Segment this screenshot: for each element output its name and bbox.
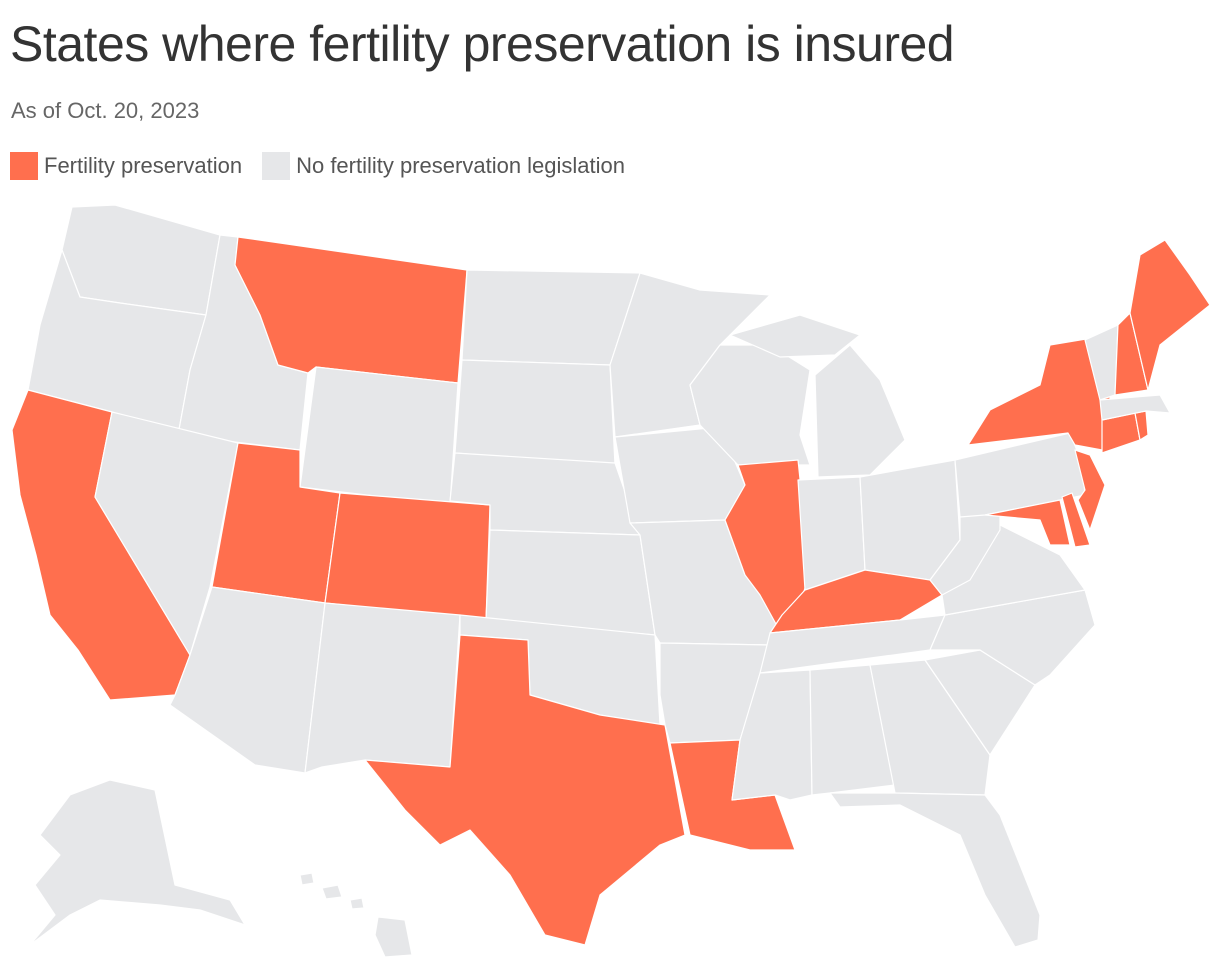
legend-swatch-fertility-preservation: [10, 152, 38, 180]
states-layer: [11, 204, 1211, 958]
legend-item-fertility-preservation: Fertility preservation: [10, 152, 242, 180]
state-WY[interactable]: [299, 366, 459, 506]
state-HI[interactable]: [299, 872, 413, 958]
state-SD[interactable]: [454, 359, 616, 466]
state-NJ[interactable]: [1074, 449, 1106, 531]
state-MD[interactable]: [984, 499, 1071, 546]
state-DE[interactable]: [1061, 492, 1091, 548]
state-MA[interactable]: [1099, 394, 1171, 421]
state-NM[interactable]: [304, 602, 461, 774]
legend-item-no-legislation: No fertility preservation legislation: [262, 152, 625, 180]
chart-subtitle: As of Oct. 20, 2023: [11, 98, 200, 123]
state-ME[interactable]: [1129, 239, 1211, 391]
state-NV[interactable]: [94, 411, 239, 656]
legend: Fertility preservation No fertility pres…: [10, 152, 645, 180]
state-AL[interactable]: [809, 664, 896, 796]
state-MI[interactable]: [729, 314, 906, 478]
state-AK[interactable]: [29, 779, 246, 946]
state-TX[interactable]: [364, 634, 686, 946]
state-MT[interactable]: [234, 236, 468, 384]
legend-label-fertility-preservation: Fertility preservation: [44, 153, 243, 178]
chart-title: States where fertility preservation is i…: [10, 16, 955, 72]
state-CO[interactable]: [324, 492, 491, 621]
state-KS[interactable]: [485, 529, 656, 636]
legend-swatch-no-legislation: [262, 152, 291, 180]
us-map: [11, 204, 1211, 958]
state-ND[interactable]: [461, 269, 641, 366]
state-WV[interactable]: [929, 509, 1001, 596]
state-FL[interactable]: [829, 792, 1041, 948]
legend-label-no-legislation: No fertility preservation legislation: [296, 153, 626, 178]
state-GA[interactable]: [869, 659, 991, 796]
